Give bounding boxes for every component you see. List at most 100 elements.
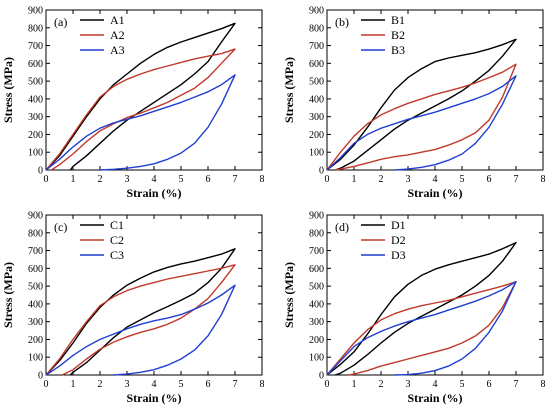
x-tick-label: 1 (352, 174, 357, 185)
y-tick-label: 300 (309, 112, 324, 123)
y-tick-label: 200 (28, 130, 43, 141)
x-tick-label: 1 (71, 379, 76, 390)
x-tick-label: 8 (260, 174, 265, 185)
y-tick-label: 0 (319, 371, 324, 382)
x-tick-label: 5 (179, 379, 184, 390)
y-tick-label: 700 (28, 246, 43, 257)
y-tick-label: 600 (28, 264, 43, 275)
x-axis-label: Strain (%) (127, 186, 182, 200)
x-tick-label: 3 (125, 174, 130, 185)
legend-label-c3: C3 (110, 248, 124, 262)
x-tick-label: 0 (44, 379, 49, 390)
y-tick-label: 900 (28, 211, 43, 222)
y-tick-label: 800 (309, 23, 324, 34)
y-tick-label: 500 (309, 77, 324, 88)
x-axis-label: Strain (%) (127, 391, 182, 405)
x-tick-label: 7 (233, 379, 238, 390)
y-tick-label: 800 (28, 23, 43, 34)
x-tick-label: 2 (98, 174, 103, 185)
y-tick-label: 100 (28, 353, 43, 364)
y-tick-label: 200 (28, 335, 43, 346)
y-tick-label: 400 (309, 299, 324, 310)
x-tick-label: 0 (44, 174, 49, 185)
y-tick-label: 0 (319, 166, 324, 177)
x-axis-label: Strain (%) (408, 391, 463, 405)
y-axis-label: Stress (MPa) (1, 262, 15, 328)
legend-label-a3: A3 (110, 43, 125, 57)
x-tick-label: 6 (487, 174, 492, 185)
y-axis-label: Stress (MPa) (282, 57, 296, 123)
x-tick-label: 8 (541, 379, 546, 390)
x-tick-label: 3 (406, 174, 411, 185)
x-tick-label: 6 (206, 379, 211, 390)
y-tick-label: 200 (309, 335, 324, 346)
series-line-d3 (326, 281, 517, 376)
x-tick-label: 1 (71, 174, 76, 185)
x-tick-label: 8 (541, 174, 546, 185)
legend-label-d2: D2 (391, 233, 406, 247)
y-tick-label: 700 (309, 246, 324, 257)
chart-panel-1: 0 1 2 3 4 5 6 7 8 0 100 200 300 400 500 600 700 800 900 Str… (1, 6, 265, 201)
y-tick-label: 0 (38, 166, 43, 177)
series-line-c2 (45, 264, 236, 376)
x-tick-label: 7 (514, 379, 519, 390)
x-tick-label: 3 (125, 379, 130, 390)
y-tick-label: 100 (28, 148, 43, 159)
panel-label: (a) (54, 15, 67, 29)
series-line-b3 (326, 75, 517, 171)
chart-panel-3: 0 1 2 3 4 5 6 7 8 0 100 200 300 400 500 600 700 800 900 Str… (1, 211, 265, 406)
series-line-b2 (326, 63, 517, 171)
y-axis-label: Stress (MPa) (1, 57, 15, 123)
y-tick-label: 500 (309, 282, 324, 293)
x-tick-label: 7 (233, 174, 238, 185)
y-tick-label: 600 (309, 59, 324, 70)
legend-label-c2: C2 (110, 233, 124, 247)
x-tick-label: 3 (406, 379, 411, 390)
y-tick-label: 800 (28, 228, 43, 239)
x-tick-label: 6 (487, 379, 492, 390)
y-tick-label: 500 (28, 77, 43, 88)
legend-label-c1: C1 (110, 218, 124, 232)
plot-frame (326, 9, 544, 171)
plot-frame (45, 214, 263, 376)
y-tick-label: 100 (309, 353, 324, 364)
legend-label-b2: B2 (391, 28, 405, 42)
y-tick-label: 800 (309, 228, 324, 239)
x-tick-label: 0 (325, 379, 330, 390)
legend-label-d1: D1 (391, 218, 406, 232)
panel-label: (b) (335, 15, 349, 29)
x-tick-label: 5 (179, 174, 184, 185)
y-tick-label: 700 (28, 41, 43, 52)
y-tick-label: 700 (309, 41, 324, 52)
y-tick-label: 300 (309, 317, 324, 328)
x-tick-label: 5 (460, 379, 465, 390)
x-tick-label: 4 (433, 379, 438, 390)
series-line-b1 (326, 38, 517, 171)
panel-label: (d) (335, 220, 349, 234)
x-tick-label: 2 (379, 379, 384, 390)
x-tick-label: 4 (152, 379, 157, 390)
x-tick-label: 4 (152, 174, 157, 185)
x-tick-label: 8 (260, 379, 265, 390)
x-tick-label: 0 (325, 174, 330, 185)
y-tick-label: 200 (309, 130, 324, 141)
series-line-c3 (45, 284, 236, 376)
y-tick-label: 600 (28, 59, 43, 70)
x-tick-label: 2 (379, 174, 384, 185)
legend-label-a2: A2 (110, 28, 125, 42)
y-tick-label: 100 (309, 148, 324, 159)
chart-panel-2: 0 1 2 3 4 5 6 7 8 0 100 200 300 400 500 600 700 800 900 Str… (282, 6, 546, 201)
y-tick-label: 400 (28, 299, 43, 310)
panel-label: (c) (54, 220, 67, 234)
series-line-a3 (45, 74, 236, 171)
legend-label-b3: B3 (391, 43, 405, 57)
x-tick-label: 1 (352, 379, 357, 390)
y-tick-label: 900 (28, 6, 43, 17)
y-tick-label: 0 (38, 371, 43, 382)
y-tick-label: 400 (28, 94, 43, 105)
y-tick-label: 300 (28, 112, 43, 123)
legend-label-a1: A1 (110, 13, 125, 27)
x-axis-label: Strain (%) (408, 186, 463, 200)
series-line-c1 (45, 248, 236, 376)
